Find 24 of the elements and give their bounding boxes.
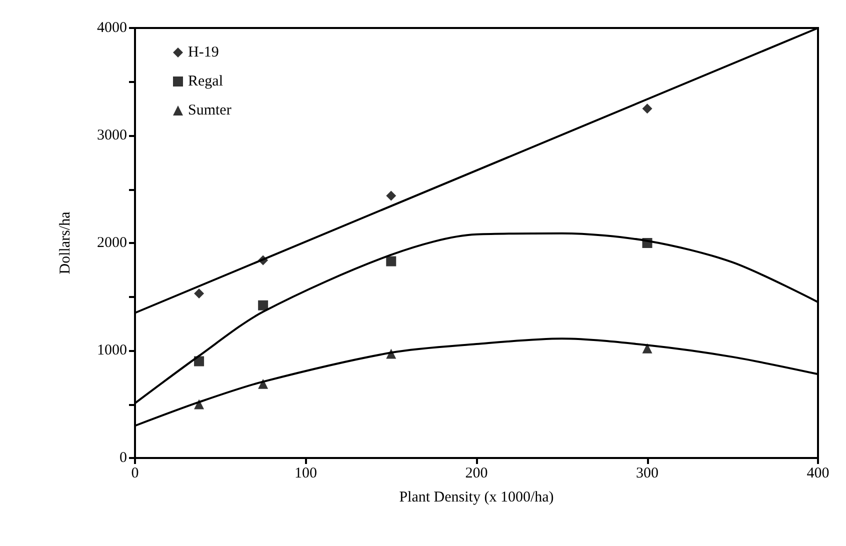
point: [386, 256, 396, 266]
x-tick-label: 0: [131, 466, 139, 482]
x-tick-label: 100: [294, 466, 317, 482]
legend-label: H-19: [188, 44, 219, 60]
x-tick-label: 400: [806, 466, 830, 482]
y-tick-label: 4000: [97, 20, 127, 36]
y-tick-label: 2000: [97, 235, 127, 251]
point: [642, 104, 652, 114]
x-tick-label: 200: [465, 466, 488, 482]
point: [194, 288, 204, 299]
y-tick-label: 3000: [97, 128, 127, 144]
y-axis-title: Dollars/ha: [58, 211, 74, 274]
x-axis-title: Plant Density (x 1000/ha): [399, 490, 554, 506]
point: [258, 378, 268, 389]
legend-label: Sumter: [188, 102, 232, 118]
x-tick-label: 300: [636, 466, 658, 482]
point: [194, 356, 204, 366]
point: [642, 343, 652, 354]
point: [258, 300, 268, 310]
point: [386, 190, 396, 201]
legend-label: Regal: [188, 74, 223, 90]
y-tick-label: 1000: [97, 342, 127, 358]
point: [194, 399, 204, 410]
y-tick-label: 0: [120, 450, 127, 466]
